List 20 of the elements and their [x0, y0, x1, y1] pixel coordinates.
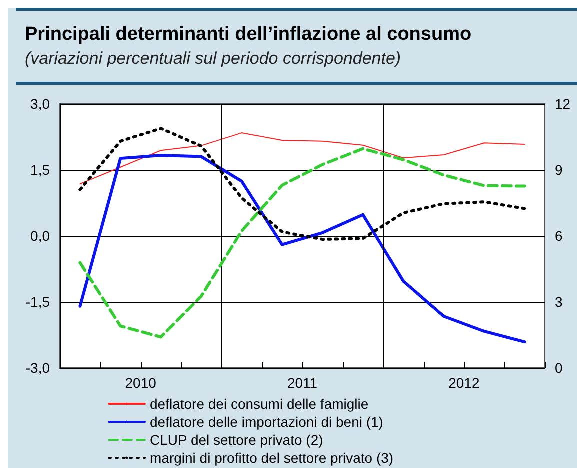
chart-subtitle: (variazioni percentuali sul periodo corrispondente): [25, 49, 402, 68]
x-tick-label: 2010: [125, 375, 157, 391]
y-tick-label: 3,0: [30, 96, 50, 112]
chart-title: Principali determinanti dell’inflazione al consumo: [25, 24, 472, 45]
y-tick-label: -3,0: [26, 360, 50, 376]
y2-tick-label: 3: [555, 294, 563, 310]
line-series: [80, 132, 526, 185]
legend-label: margini di profitto del settore privato (3): [150, 450, 394, 466]
y-tick-label: 0,0: [30, 228, 50, 244]
x-tick-label: 2012: [448, 375, 480, 391]
legend-label: deflatore delle importazioni di beni (1): [150, 414, 384, 430]
x-tick-label: 2011: [287, 375, 318, 391]
y2-tick-label: 9: [555, 162, 563, 178]
legend-label: CLUP del settore privato (2): [150, 432, 324, 448]
legend-label: deflatore dei consumi delle famiglie: [150, 396, 369, 412]
y-tick-label: 1,5: [30, 162, 50, 178]
y2-tick-label: 12: [555, 96, 571, 112]
y2-tick-label: 0: [555, 360, 563, 376]
y-tick-label: -1,5: [26, 294, 50, 310]
y2-tick-label: 6: [555, 228, 563, 244]
